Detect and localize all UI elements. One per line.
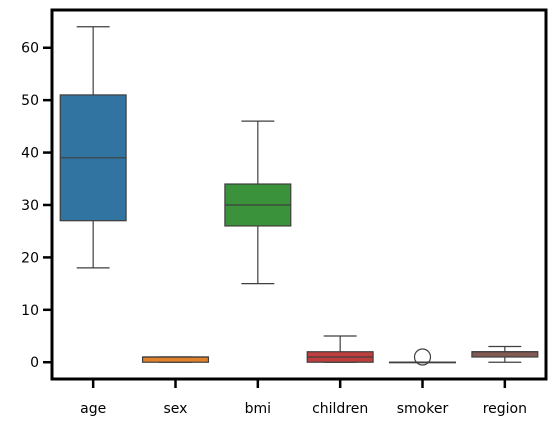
x-tick-label: smoker [397, 401, 449, 417]
x-tick-label: region [483, 401, 527, 417]
box-region [471, 345, 539, 363]
box-age [59, 26, 127, 269]
y-tick-label: 10 [21, 303, 39, 319]
x-tick-label: age [80, 401, 106, 417]
y-tick-label: 20 [21, 250, 39, 266]
box-body [141, 356, 210, 363]
axes: 0 10 20 30 40 50 60 age sex bmi children smoker regi… [21, 8, 548, 417]
x-tick-label: sex [164, 401, 188, 417]
box-smoker [388, 348, 457, 366]
outlier-point [413, 348, 432, 366]
x-tick-label: children [312, 401, 368, 417]
box-body [471, 351, 539, 358]
box-sex [141, 356, 210, 363]
y-tick-label: 40 [21, 146, 39, 162]
y-tick-label: 50 [21, 93, 39, 109]
y-tick-label: 30 [21, 198, 39, 214]
y-tick-label: 60 [21, 41, 39, 57]
box-bmi [224, 120, 292, 285]
y-tick-label: 0 [30, 355, 39, 371]
x-tick-label: bmi [245, 401, 271, 417]
box-children [306, 335, 374, 363]
plot-frame [50, 8, 548, 381]
plot-marks [59, 26, 539, 366]
